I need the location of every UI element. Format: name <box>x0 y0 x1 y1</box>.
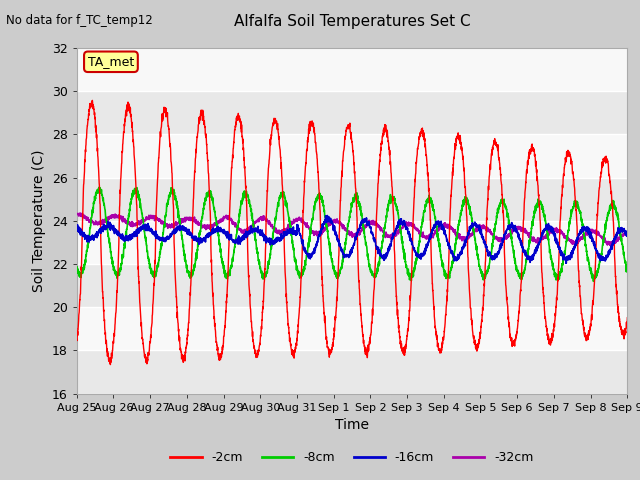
Bar <box>77 350 627 394</box>
Text: Alfalfa Soil Temperatures Set C: Alfalfa Soil Temperatures Set C <box>234 14 470 29</box>
Bar <box>77 134 627 178</box>
Text: No data for f_TC_temp12: No data for f_TC_temp12 <box>6 14 153 27</box>
Bar <box>77 178 627 221</box>
Bar <box>77 48 627 91</box>
Text: TA_met: TA_met <box>88 55 134 68</box>
Bar <box>77 221 627 264</box>
Legend: -2cm, -8cm, -16cm, -32cm: -2cm, -8cm, -16cm, -32cm <box>165 446 539 469</box>
Y-axis label: Soil Temperature (C): Soil Temperature (C) <box>33 150 46 292</box>
X-axis label: Time: Time <box>335 418 369 432</box>
Bar <box>77 91 627 134</box>
Bar <box>77 264 627 307</box>
Bar <box>77 307 627 350</box>
